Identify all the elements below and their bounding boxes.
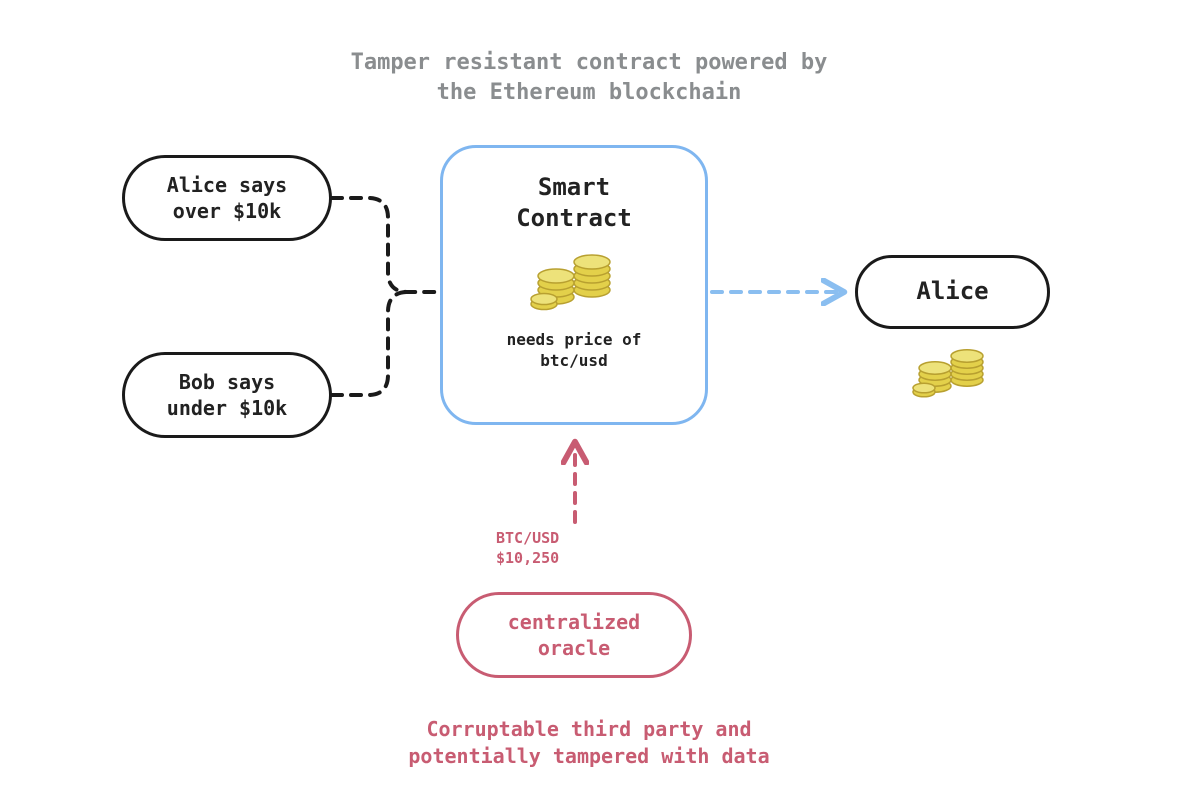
node-bob-line1: Bob says bbox=[167, 369, 287, 395]
contract-title-line1: Smart bbox=[516, 172, 632, 203]
node-alice-line1: Alice says bbox=[167, 172, 287, 198]
node-alice-winner-label: Alice bbox=[916, 276, 988, 307]
node-alice-winner: Alice bbox=[855, 255, 1050, 329]
top-caption: Tamper resistant contract powered by the… bbox=[0, 48, 1178, 107]
contract-title: Smart Contract bbox=[516, 172, 632, 234]
coins-icon bbox=[528, 248, 620, 316]
coins-icon-alice bbox=[912, 344, 992, 402]
top-caption-line2: the Ethereum blockchain bbox=[0, 78, 1178, 108]
contract-subtitle-line1: needs price of bbox=[507, 330, 642, 351]
contract-title-line2: Contract bbox=[516, 203, 632, 234]
edge-bob-to-contract bbox=[332, 292, 408, 395]
contract-subtitle: needs price of btc/usd bbox=[507, 330, 642, 372]
oracle-price-label: BTC/USD $10,250 bbox=[496, 529, 559, 568]
node-oracle-line1: centralized bbox=[508, 609, 640, 635]
edge-alice-to-contract bbox=[332, 198, 440, 292]
node-smart-contract: Smart Contract needs price of btc/usd bbox=[440, 145, 708, 425]
oracle-price-line2: $10,250 bbox=[496, 549, 559, 569]
bottom-caption-line2: potentially tampered with data bbox=[0, 743, 1178, 770]
node-alice-line2: over $10k bbox=[167, 198, 287, 224]
node-centralized-oracle: centralized oracle bbox=[456, 592, 692, 678]
contract-subtitle-line2: btc/usd bbox=[507, 351, 642, 372]
bottom-caption-line1: Corruptable third party and bbox=[0, 716, 1178, 743]
oracle-price-line1: BTC/USD bbox=[496, 529, 559, 549]
node-alice-bet: Alice says over $10k bbox=[122, 155, 332, 241]
node-oracle-line2: oracle bbox=[508, 635, 640, 661]
top-caption-line1: Tamper resistant contract powered by bbox=[0, 48, 1178, 78]
node-bob-line2: under $10k bbox=[167, 395, 287, 421]
bottom-caption: Corruptable third party and potentially … bbox=[0, 716, 1178, 770]
node-bob-bet: Bob says under $10k bbox=[122, 352, 332, 438]
